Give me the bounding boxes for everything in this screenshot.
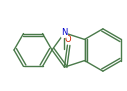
Text: N: N xyxy=(61,28,68,37)
Text: O: O xyxy=(64,35,71,44)
